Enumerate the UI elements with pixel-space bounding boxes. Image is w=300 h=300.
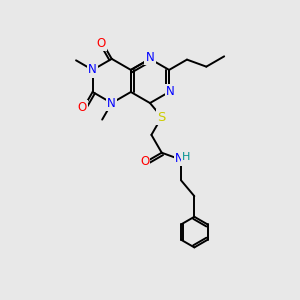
Text: N: N bbox=[175, 152, 184, 165]
Text: H: H bbox=[182, 152, 190, 162]
Text: N: N bbox=[107, 97, 116, 110]
Text: N: N bbox=[88, 63, 97, 76]
Text: N: N bbox=[166, 85, 175, 98]
Text: O: O bbox=[78, 101, 87, 114]
Text: N: N bbox=[146, 51, 154, 64]
Text: S: S bbox=[158, 110, 166, 124]
Text: O: O bbox=[140, 155, 149, 168]
Text: O: O bbox=[97, 37, 106, 50]
